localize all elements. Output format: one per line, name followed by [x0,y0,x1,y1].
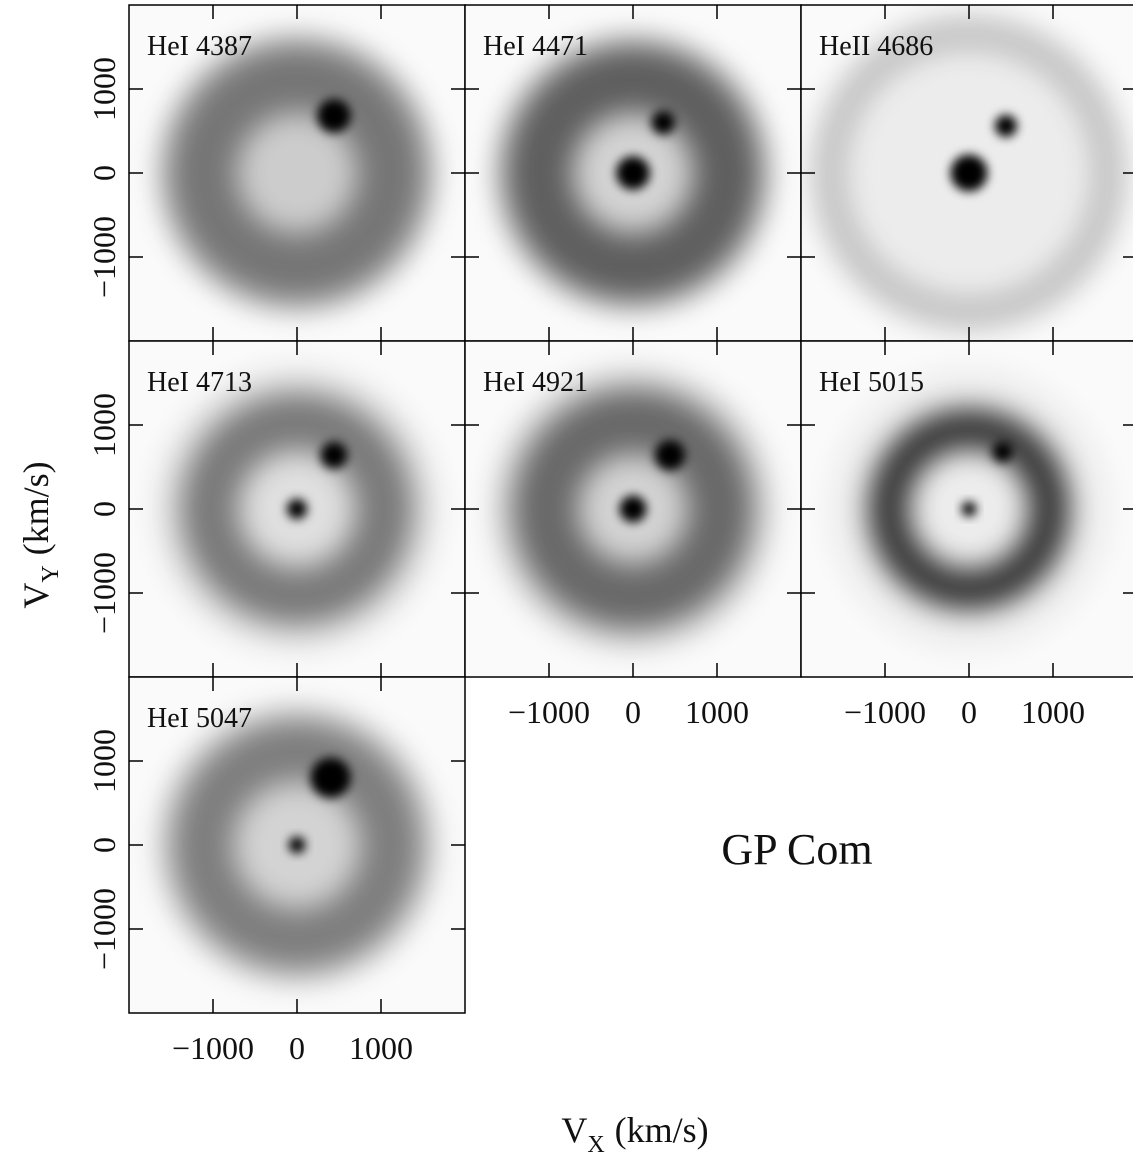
x-tick-label: 0 [961,694,977,730]
y-tick-label: −1000 [86,216,122,298]
y-axis-label: VY (km/s) [16,461,64,608]
x-tick-label: −1000 [508,694,590,730]
y-tick-label: 1000 [86,57,122,121]
x-tick-label: −1000 [844,694,926,730]
bright-spot [654,440,686,471]
panel: HeI 4471 [464,4,802,342]
y-tick-label: 0 [86,837,122,853]
x-label-subscript: X [587,1132,604,1156]
y-tick-label: −1000 [86,552,122,634]
central-spike [961,501,977,517]
disc-ring [868,408,1070,610]
y-tick-label: 1000 [86,393,122,457]
tomogram [129,5,465,341]
tomogram [801,5,1133,341]
panel-title: HeII 4686 [819,31,933,62]
figure-title: GP Com [721,825,872,874]
panel-title: HeI 4921 [483,367,588,398]
central-spike [286,498,308,520]
panel-title: HeI 4387 [147,31,252,62]
y-label-symbol: V [16,583,56,609]
bright-spot [317,99,351,133]
central-spike [288,836,306,854]
bright-spot [994,114,1018,138]
bright-spot [651,110,675,135]
panel-title: HeI 4713 [147,367,252,398]
y-label-subscript: Y [38,565,64,582]
x-tick-label: −1000 [172,1030,254,1066]
y-tick-label: 1000 [86,729,122,793]
panel: HeI 4713 −1000 0 1000 [86,340,466,678]
panel-title: HeI 4471 [483,31,588,62]
disc-ring [172,720,422,970]
panel: HeI 4921 −1000 0 1000 [464,340,802,730]
x-label-symbol: V [561,1110,587,1150]
x-tick-label: 0 [625,694,641,730]
disc-ring [811,15,1127,331]
x-tick-label: 0 [289,1030,305,1066]
y-tick-label: 0 [86,501,122,517]
panel: HeII 4686 [800,4,1133,342]
disc-ring [505,45,761,301]
tomogram [129,677,465,1013]
central-spike [619,495,647,523]
tomogram [465,341,801,677]
x-tick-label: 1000 [685,694,749,730]
bright-spot [992,441,1013,462]
panel-title: HeI 5015 [819,367,924,398]
tomogram [465,5,801,341]
y-tick-label: 0 [86,165,122,181]
x-tick-label: 1000 [1021,694,1085,730]
central-spike [950,154,988,192]
x-axis-label: VX (km/s) [561,1110,708,1156]
y-tick-label: −1000 [86,888,122,970]
disc-ring [513,389,753,629]
x-label-unit: (km/s) [615,1110,709,1150]
tomogram [801,341,1133,677]
central-spike [616,156,650,190]
panel: HeI 5015 −1000 0 1000 [800,340,1133,730]
disc-ring [181,393,413,625]
panel: HeI 4387 −1000 0 1000 [86,4,466,342]
x-tick-label: 1000 [349,1030,413,1066]
disc-ring [169,45,425,301]
bright-spot [320,441,348,469]
y-label-unit: (km/s) [16,461,56,555]
panel-title: HeI 5047 [147,703,252,734]
tomogram [129,341,465,677]
bright-spot [310,757,351,798]
panel: HeI 5047 −1000 0 1000 −1000 0 1000 [86,676,466,1066]
